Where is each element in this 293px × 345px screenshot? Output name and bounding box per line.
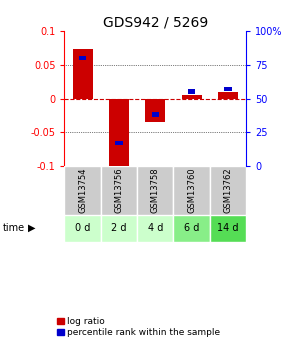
Text: 2 d: 2 d: [111, 223, 127, 233]
Text: GSM13762: GSM13762: [224, 167, 232, 213]
Bar: [173, 215, 210, 242]
Text: 0 d: 0 d: [75, 223, 90, 233]
Bar: [79, 56, 86, 60]
Bar: [137, 215, 173, 242]
Title: GDS942 / 5269: GDS942 / 5269: [103, 16, 208, 30]
Bar: [210, 166, 246, 215]
Text: 14 d: 14 d: [217, 223, 239, 233]
Bar: [101, 215, 137, 242]
Bar: [115, 141, 122, 145]
Legend: log ratio, percentile rank within the sample: log ratio, percentile rank within the sa…: [57, 317, 220, 337]
Text: GSM13760: GSM13760: [187, 167, 196, 213]
Text: GSM13758: GSM13758: [151, 167, 160, 213]
Bar: [218, 92, 238, 99]
Bar: [73, 49, 93, 99]
Bar: [137, 166, 173, 215]
Bar: [173, 166, 210, 215]
Bar: [224, 87, 231, 91]
Bar: [182, 95, 202, 99]
Bar: [101, 166, 137, 215]
Bar: [188, 89, 195, 94]
Bar: [109, 99, 129, 166]
Text: ▶: ▶: [28, 223, 35, 233]
Text: GSM13756: GSM13756: [115, 167, 123, 213]
Text: 6 d: 6 d: [184, 223, 199, 233]
Bar: [64, 166, 101, 215]
Text: 4 d: 4 d: [148, 223, 163, 233]
Bar: [64, 215, 101, 242]
Text: GSM13754: GSM13754: [78, 167, 87, 213]
Bar: [152, 112, 159, 117]
Text: time: time: [3, 223, 25, 233]
Bar: [210, 215, 246, 242]
Bar: [145, 99, 165, 122]
